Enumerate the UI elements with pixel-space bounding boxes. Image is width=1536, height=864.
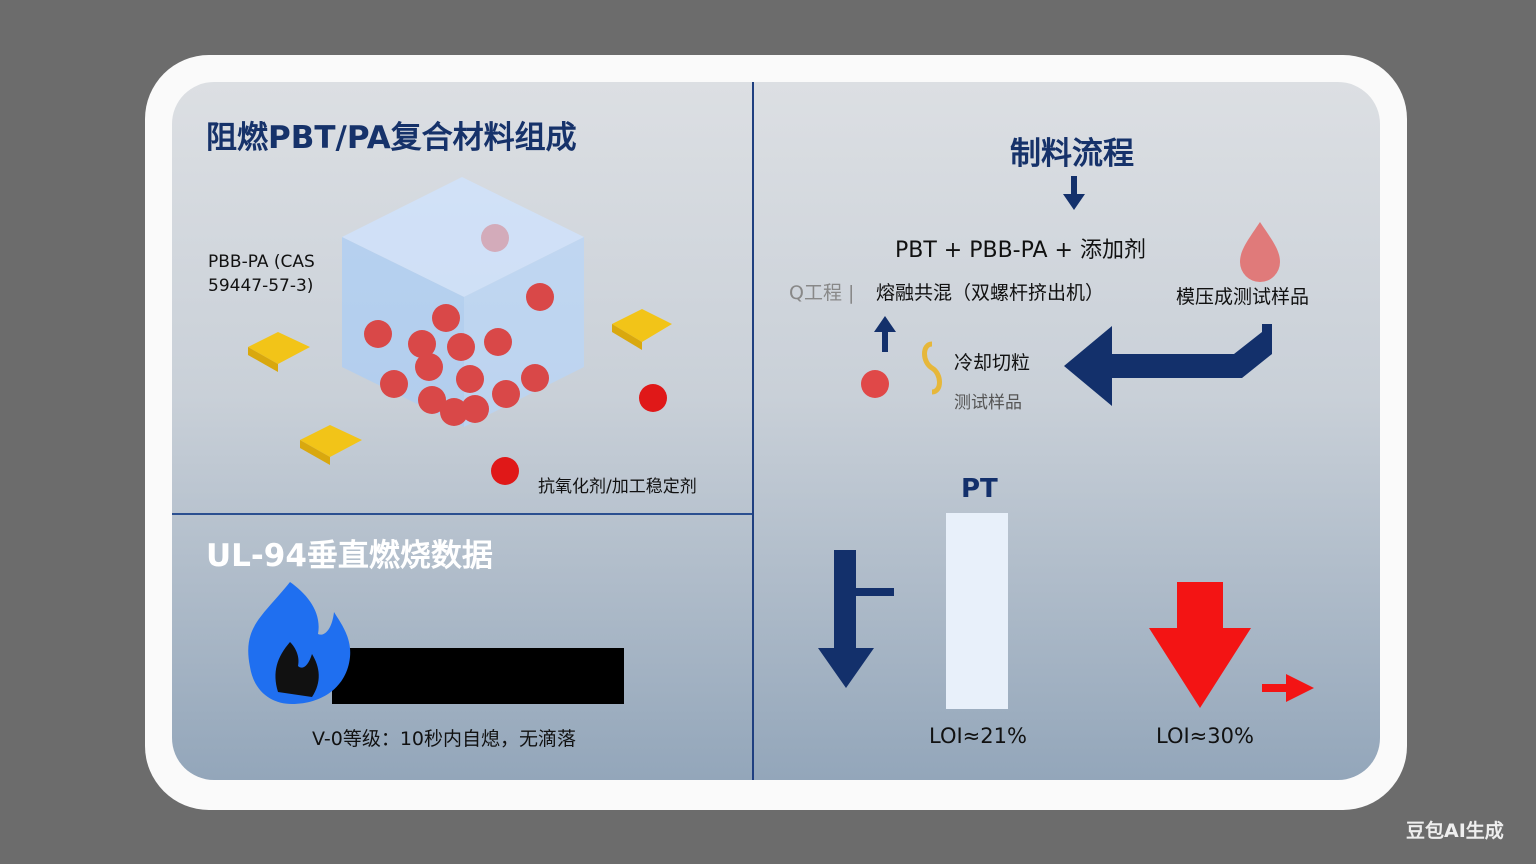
loi-pure: LOI≈21% <box>929 724 1027 748</box>
strand-icon <box>922 341 942 395</box>
arrow-right-red-icon <box>1262 674 1314 702</box>
process-illustration <box>818 176 1314 709</box>
ingredients-label: PBT + PBB-PA + 添加剂 <box>895 238 1146 263</box>
particles <box>364 224 667 485</box>
cube-top <box>342 177 584 297</box>
pellet <box>861 370 889 398</box>
composition-illustration <box>248 177 672 485</box>
vertical-divider <box>752 82 754 780</box>
flame-retardant-label: PBB-PA (CAS 59447-57-3) <box>208 252 315 296</box>
ul94-rating: V-0等级：10秒内自熄，无滴落 <box>312 728 577 750</box>
step-mold: 模压成测试样品 <box>1176 286 1310 308</box>
loi-fr: LOI≈30% <box>1156 724 1254 748</box>
cube-right <box>464 237 584 427</box>
step-cool-sub: 测试样品 <box>954 393 1022 413</box>
watermark: 豆包AI生成 <box>1406 820 1504 842</box>
ul94-title: UL-94垂直燃烧数据 <box>206 538 493 574</box>
flame-icon <box>248 582 351 704</box>
horizontal-divider <box>172 513 752 515</box>
pt-bar-label: PT <box>961 474 998 504</box>
arrow-down-red-icon <box>1149 582 1251 708</box>
composition-title: 阻燃PBT/PA复合材料组成 <box>206 120 577 156</box>
infographic-panel: 阻燃PBT/PA复合材料组成 PBB-PA (CAS 59447-57-3) 抗… <box>172 82 1380 780</box>
step-melt-blend: 熔融共混（双螺杆挤出机） <box>876 282 1105 304</box>
yellow-flakes <box>248 309 672 465</box>
ul94-illustration <box>248 582 624 704</box>
step-prefix: Q工程 | <box>789 282 855 304</box>
arrow-down-navy-icon <box>818 550 894 688</box>
process-title: 制料流程 <box>1010 136 1134 172</box>
step-cool-pelletize: 冷却切粒 <box>954 352 1031 374</box>
big-arrow-left-icon <box>1064 324 1272 406</box>
test-bar <box>332 648 624 704</box>
pt-bar <box>946 513 1008 709</box>
sample-drop-icon <box>1240 222 1280 282</box>
arrow-up-icon <box>874 316 896 352</box>
antioxidant-label: 抗氧化剂/加工稳定剂 <box>538 477 697 497</box>
arrow-down-icon <box>1063 176 1085 210</box>
